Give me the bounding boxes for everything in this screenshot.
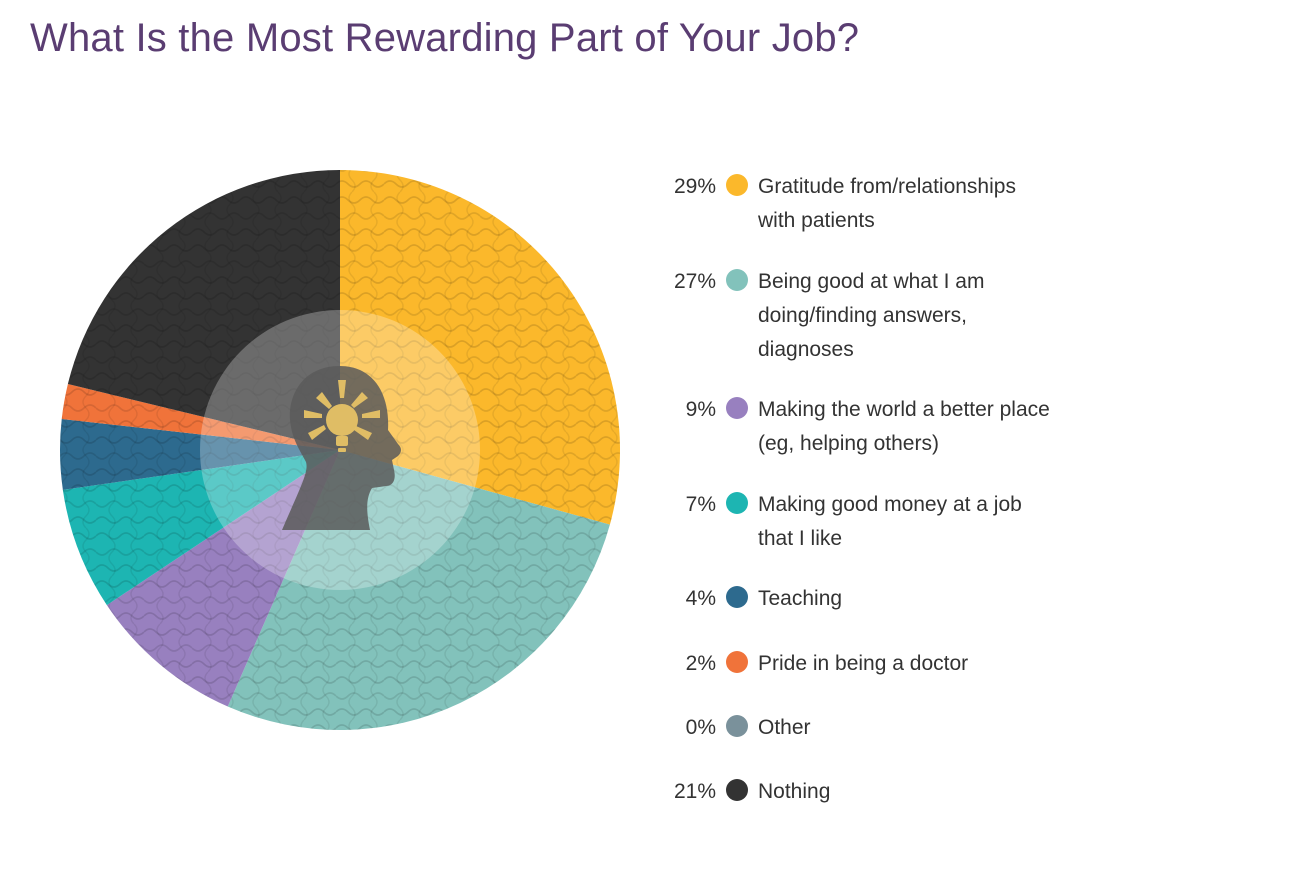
legend-label: Making good money at a job that I like	[758, 493, 1022, 550]
legend-percent: 2%	[685, 652, 716, 675]
legend-label: Being good at what I am doing/finding an…	[758, 270, 985, 361]
legend-swatch-dot	[726, 715, 748, 737]
legend-item: 0% Other	[640, 711, 1100, 745]
legend-label: Making the world a better place (eg, hel…	[758, 398, 1050, 455]
pie-slice-texture	[67, 170, 340, 450]
legend-item: 29% Gratitude from/relationships with pa…	[640, 170, 1100, 238]
legend-percent: 0%	[685, 716, 716, 739]
legend-percent: 21%	[673, 780, 716, 803]
legend-item: 27% Being good at what I am doing/findin…	[640, 265, 1100, 367]
pie-slice-texture	[106, 450, 340, 707]
chart-title: What Is the Most Rewarding Part of Your …	[30, 16, 860, 60]
pie-slice-texture	[61, 383, 340, 450]
center-emblem	[200, 310, 480, 590]
legend-percent: 7%	[685, 493, 716, 516]
legend-swatch-dot	[726, 269, 748, 291]
legend-item: 21% Nothing	[640, 775, 1100, 809]
legend-item: 7% Making good money at a job that I lik…	[640, 488, 1100, 556]
legend-label: Gratitude from/relationships with patien…	[758, 175, 1016, 232]
pie-chart	[60, 170, 621, 731]
legend-label: Teaching	[758, 587, 843, 610]
legend-swatch-dot	[726, 174, 748, 196]
legend-percent: 27%	[673, 270, 716, 293]
pie-slices	[60, 170, 621, 731]
legend-swatch-dot	[726, 651, 748, 673]
legend-swatch-dot	[726, 492, 748, 514]
legend-label: Other	[758, 716, 811, 739]
legend-percent: 9%	[685, 398, 716, 421]
legend-item: 9% Making the world a better place (eg, …	[640, 393, 1100, 461]
legend-swatch-dot	[726, 779, 748, 801]
legend-item: 2% Pride in being a doctor	[640, 647, 1100, 681]
pie-slice-texture	[60, 418, 340, 490]
pie-slice-texture	[340, 170, 621, 525]
legend-item: 4% Teaching	[640, 582, 1100, 616]
legend-percent: 4%	[685, 587, 716, 610]
legend-label: Pride in being a doctor	[758, 652, 969, 675]
pie-slice-texture	[62, 450, 340, 606]
chart-legend: 29% Gratitude from/relationships with pa…	[640, 0, 1100, 878]
legend-percent: 29%	[673, 175, 716, 198]
legend-swatch-dot	[726, 586, 748, 608]
legend-label: Nothing	[758, 780, 831, 803]
legend-swatch-dot	[726, 397, 748, 419]
head-with-lightbulb-icon	[282, 366, 401, 530]
